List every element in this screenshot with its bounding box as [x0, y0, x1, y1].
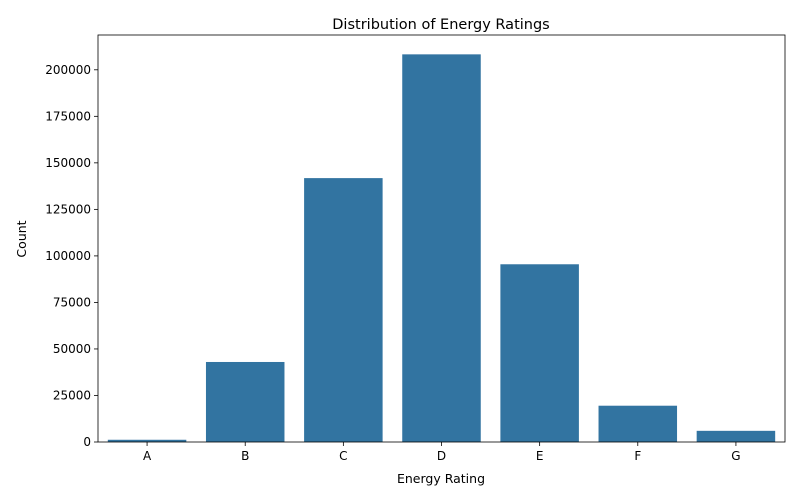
bar-A: [107, 439, 187, 442]
bar-C: [304, 178, 383, 443]
x-tick-label: E: [536, 449, 544, 463]
chart-title: Distribution of Energy Ratings: [332, 17, 549, 33]
bar-D: [402, 54, 481, 442]
x-tick-label: B: [241, 449, 249, 463]
y-tick-label: 125000: [45, 202, 91, 216]
bar-F: [598, 405, 678, 442]
plot-area: [97, 34, 786, 443]
bar-B: [205, 361, 285, 442]
x-tick-label: A: [143, 449, 152, 463]
y-tick-label: 150000: [45, 156, 91, 170]
bar-G: [696, 430, 776, 442]
y-tick-label: 50000: [53, 342, 91, 356]
x-axis: A B C D E F G: [143, 442, 741, 463]
y-tick-label: 0: [83, 435, 91, 449]
y-tick-label: 175000: [45, 109, 91, 123]
x-tick-label: G: [731, 449, 740, 463]
y-tick-label: 200000: [45, 63, 91, 77]
y-axis-label: Count: [14, 220, 29, 257]
x-tick-label: F: [634, 449, 641, 463]
y-tick-label: 100000: [45, 249, 91, 263]
y-axis: 0 25000 50000 75000 100000 125000 150000 175000…: [45, 63, 98, 449]
x-axis-label: Energy Rating: [397, 471, 485, 486]
x-tick-label: C: [339, 449, 347, 463]
y-tick-label: 25000: [53, 388, 91, 402]
y-tick-label: 75000: [53, 295, 91, 309]
bar-E: [500, 264, 579, 442]
x-tick-label: D: [437, 449, 446, 463]
